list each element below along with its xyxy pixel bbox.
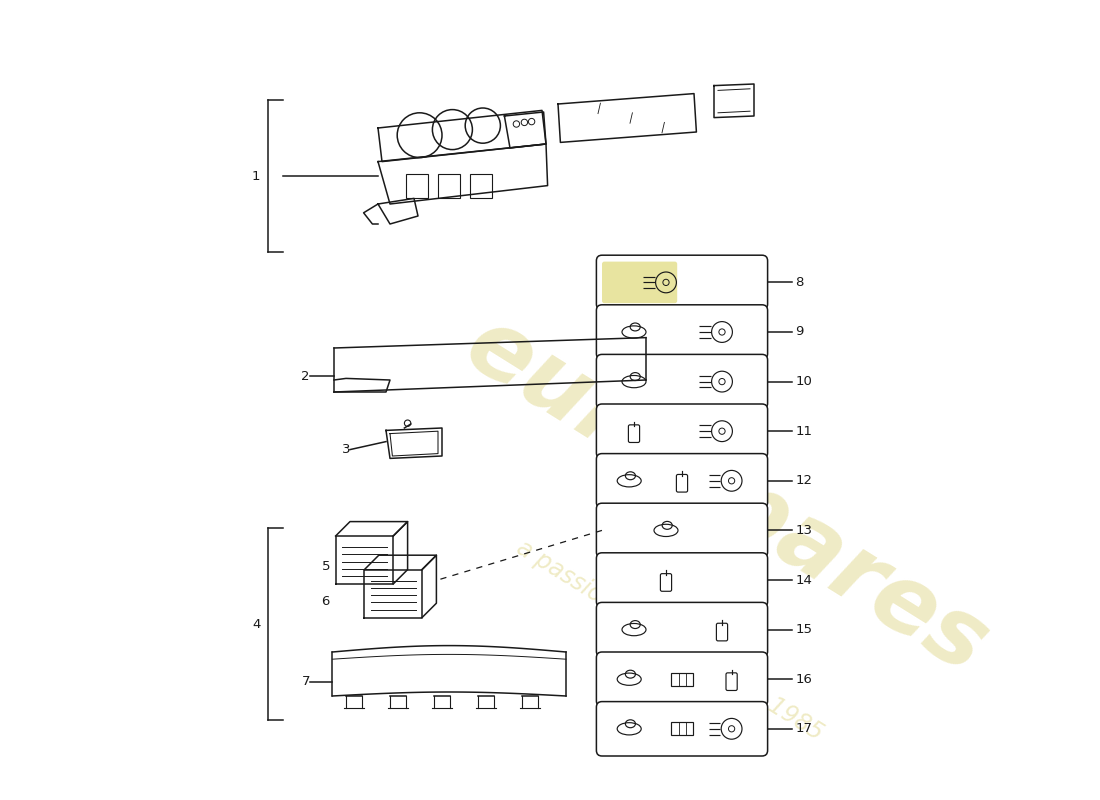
Text: 5: 5 — [321, 560, 330, 573]
Text: 1: 1 — [252, 170, 261, 182]
FancyBboxPatch shape — [596, 553, 768, 607]
Bar — [470, 174, 493, 198]
Text: 9: 9 — [795, 326, 804, 338]
Text: 16: 16 — [795, 673, 813, 686]
FancyBboxPatch shape — [596, 602, 768, 657]
Bar — [671, 673, 693, 686]
FancyBboxPatch shape — [596, 305, 768, 359]
FancyBboxPatch shape — [596, 503, 768, 558]
Text: 17: 17 — [795, 722, 813, 735]
Text: 11: 11 — [795, 425, 813, 438]
FancyBboxPatch shape — [596, 702, 768, 756]
Bar — [406, 174, 428, 198]
FancyBboxPatch shape — [596, 354, 768, 409]
Text: 7: 7 — [301, 675, 310, 688]
Text: a passion for parts since 1985: a passion for parts since 1985 — [513, 535, 827, 745]
FancyBboxPatch shape — [602, 262, 678, 303]
Bar — [438, 174, 461, 198]
FancyBboxPatch shape — [596, 652, 768, 706]
Text: 6: 6 — [321, 595, 330, 608]
Bar — [671, 722, 693, 735]
Text: 8: 8 — [795, 276, 804, 289]
Text: 4: 4 — [252, 618, 261, 630]
Text: 14: 14 — [795, 574, 813, 586]
Text: 15: 15 — [795, 623, 813, 636]
Text: 10: 10 — [795, 375, 813, 388]
FancyBboxPatch shape — [596, 255, 768, 310]
Text: 3: 3 — [341, 443, 350, 456]
FancyBboxPatch shape — [596, 404, 768, 458]
Text: 2: 2 — [301, 370, 310, 382]
FancyBboxPatch shape — [596, 454, 768, 508]
Text: 13: 13 — [795, 524, 813, 537]
Text: 12: 12 — [795, 474, 813, 487]
Text: eurospares: eurospares — [449, 298, 1003, 694]
